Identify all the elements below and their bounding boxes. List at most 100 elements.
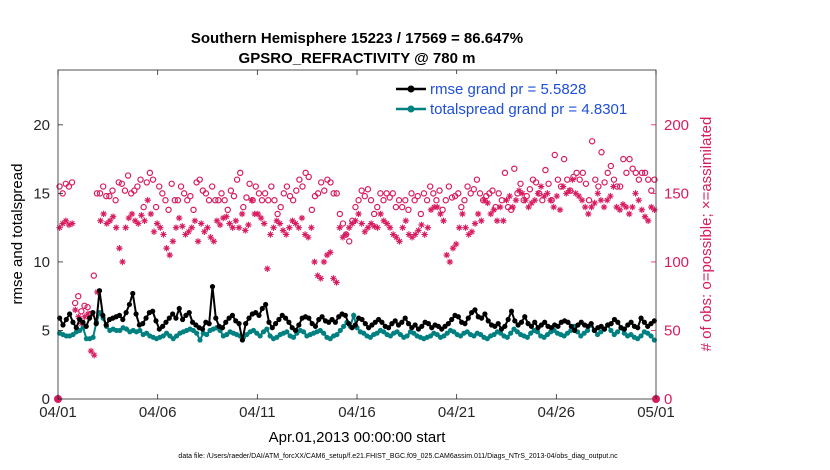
obs-assimilated-point (452, 240, 460, 248)
obs-possible-point (455, 190, 462, 197)
obs-assimilated-point (292, 220, 299, 227)
obs-possible-point (302, 169, 309, 177)
rmse-point (572, 327, 578, 334)
obs-possible-point (458, 203, 465, 211)
rmse-point (166, 315, 172, 321)
obs-assimilated-point (534, 190, 542, 197)
obs-assimilated-point (512, 197, 520, 204)
obs-assimilated-point (547, 197, 554, 204)
obs-assimilated-point (456, 224, 463, 231)
rmse-point (100, 312, 106, 318)
rmse-point (292, 327, 299, 334)
rmse-point (199, 326, 206, 332)
obs-assimilated-point (610, 183, 617, 190)
chart-subtitle: GPSRO_REFRACTIVITY @ 780 m (239, 50, 476, 67)
obs-possible-point (243, 194, 250, 201)
rmse-point (385, 325, 392, 331)
rmse-point (449, 316, 455, 323)
obs-possible-point (296, 176, 303, 183)
obs-assimilated-point (556, 206, 564, 214)
obs-assimilated-point (440, 217, 447, 224)
obs-possible-point (255, 190, 263, 197)
rmse-point (568, 323, 574, 329)
obs-assimilated-point (506, 192, 513, 200)
obs-assimilated-point (260, 220, 268, 227)
obs-possible-point (149, 176, 157, 183)
obs-possible-point (383, 190, 390, 197)
obs-possible-point (370, 210, 378, 218)
spread-point (300, 329, 307, 335)
rmse-point (296, 322, 302, 328)
obs-assimilated-point (314, 272, 321, 279)
obs-possible-point (78, 308, 85, 315)
rmse-point (419, 323, 425, 329)
legend-box (388, 74, 652, 120)
rmse-point (445, 321, 451, 327)
obs-assimilated-point (182, 231, 189, 238)
obs-assimilated-point (141, 217, 148, 224)
rmse-point (67, 311, 73, 317)
obs-possible-point (411, 197, 418, 204)
y2-tick-label: 100 (664, 254, 689, 271)
obs-assimilated-point (607, 192, 614, 200)
obs-possible-point (430, 190, 437, 197)
obs-assimilated-point (72, 306, 79, 314)
obs-possible-point (327, 179, 334, 186)
obs-assimilated-point (474, 210, 482, 218)
obs-possible-point (361, 192, 368, 200)
obs-assimilated-point (276, 220, 284, 227)
rmse-point (425, 321, 432, 327)
obs-assimilated-point (449, 245, 457, 252)
rmse-point (608, 321, 614, 327)
obs-possible-point (495, 190, 502, 197)
obs-possible-point (308, 206, 316, 214)
obs-assimilated-point (371, 223, 378, 230)
rmse-point (565, 319, 571, 325)
obs-possible-point (433, 197, 440, 204)
rmse-point (478, 315, 485, 321)
obs-possible-point (224, 206, 231, 214)
obs-possible-point (143, 179, 150, 186)
plot-area (58, 70, 656, 399)
obs-assimilated-point (597, 197, 605, 204)
rmse-point (123, 310, 129, 316)
rmse-point (512, 318, 518, 324)
obs-assimilated-point (578, 197, 586, 204)
rmse-point (263, 301, 269, 308)
obs-assimilated-point (223, 213, 230, 220)
obs-possible-point (579, 169, 587, 177)
rmse-point (332, 319, 339, 325)
rmse-point (465, 315, 471, 321)
obs-assimilated-point (613, 203, 620, 211)
y-axis-label: rmse and totalspread (9, 164, 26, 305)
obs-possible-point (377, 190, 384, 197)
data-series-layer (54, 283, 660, 403)
data-file-footnote: data file: /Users/raeder/DAI/ATM_forcXX/… (178, 453, 618, 460)
obs-assimilated-point (157, 224, 164, 231)
rmse-point (229, 312, 236, 318)
obs-assimilated-point (503, 197, 510, 204)
obs-possible-point (218, 190, 225, 197)
obs-assimilated-point (175, 214, 183, 222)
obs-assimilated-point (575, 192, 583, 200)
obs-assimilated-point (537, 183, 545, 190)
obs-assimilated-point (408, 234, 416, 241)
obs-possible-point (392, 203, 400, 211)
obs-assimilated-point (144, 197, 151, 204)
y2-tick-label: 50 (664, 322, 681, 339)
obs-possible-point (221, 197, 228, 204)
obs-possible-point (96, 190, 104, 197)
rmse-point (342, 312, 348, 318)
rmse-point (588, 321, 594, 327)
obs-possible-point (109, 187, 116, 194)
spread-point (194, 330, 200, 336)
rmse-point (621, 326, 628, 332)
obs-assimilated-point (333, 279, 340, 286)
rmse-point (213, 315, 219, 321)
obs-assimilated-point (468, 228, 476, 235)
obs-assimilated-point (301, 231, 309, 238)
rmse-point (615, 319, 621, 325)
obs-assimilated-point (81, 313, 88, 320)
obs-assimilated-point (635, 197, 642, 204)
rmse-point (522, 314, 528, 320)
